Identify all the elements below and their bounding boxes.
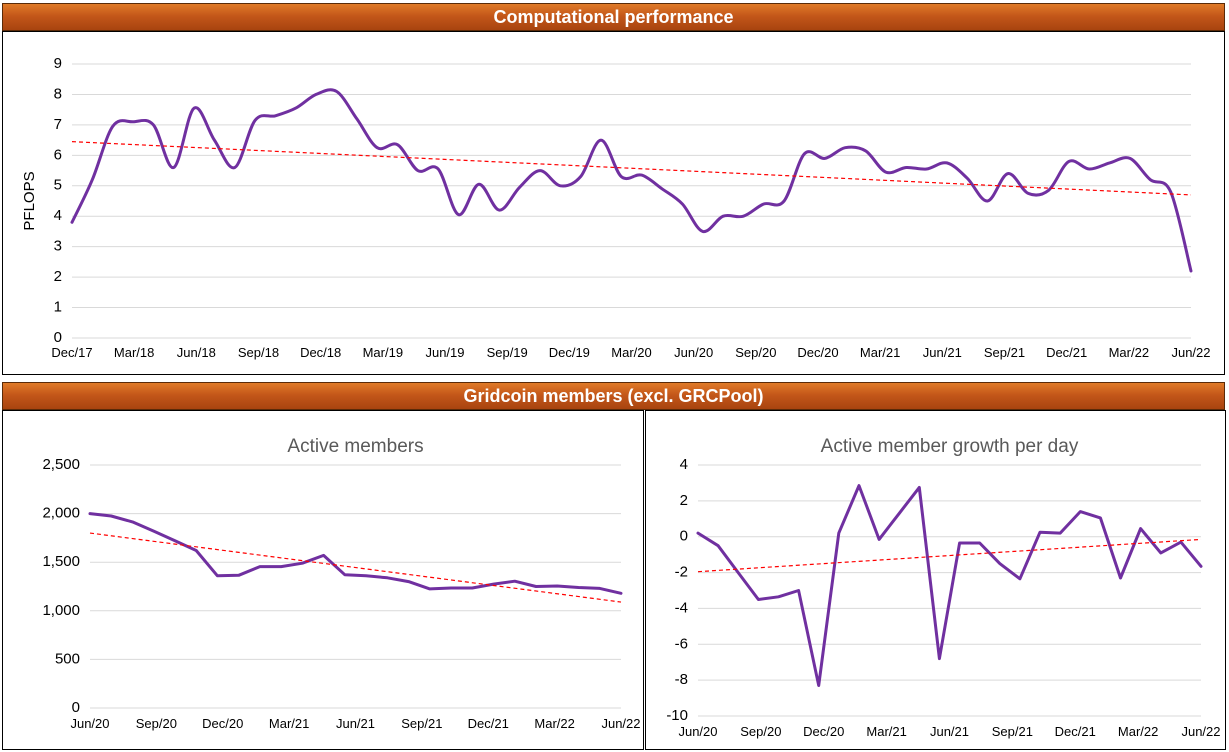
active-member-growth-y-tick-label: 2 (680, 492, 688, 509)
computational-performance-chart: PFLOPS 0 1 2 3 4 5 6 7 8 9 Dec/17 Mar/18 Jun/18 Sep/18… (21, 55, 1211, 360)
computational-performance-y-tick-label: 7 (54, 116, 62, 133)
computational-performance-x-tick-label: Dec/20 (797, 345, 838, 360)
computational-performance-series-line (70, 88, 1193, 273)
computational-performance-x-tick-label: Mar/20 (611, 345, 651, 360)
computational-performance-x-tick-label: Jun/21 (923, 345, 962, 360)
computational-performance-y-tick-label: 9 (54, 55, 62, 72)
computational-performance-x-tick-label: Dec/19 (549, 345, 590, 360)
computational-performance-y-tick-label: 6 (54, 146, 62, 163)
active-members-y-tick-label: 1,000 (42, 602, 80, 619)
active-members-x-tick-label: Jun/21 (336, 716, 375, 731)
active-member-growth-series-line (696, 484, 1203, 687)
computational-performance-x-tick-label: Jun/19 (425, 345, 464, 360)
computational-performance-x-tick-label: Jun/20 (674, 345, 713, 360)
computational-performance-y-tick-label: 3 (54, 238, 62, 255)
computational-performance-y-tick-label: 8 (54, 85, 62, 102)
computational-performance-x-tick-label: Sep/20 (735, 345, 776, 360)
computational-performance-x-tick-label: Mar/21 (860, 345, 900, 360)
active-member-growth-x-tick-label: Sep/20 (740, 724, 781, 739)
active-member-growth-trendline (697, 538, 1202, 573)
active-member-growth-x-tick-label: Mar/22 (1118, 724, 1158, 739)
active-members-y-tick-label: 1,500 (42, 553, 80, 570)
active-members-x-tick-label: Jun/22 (601, 716, 640, 731)
active-members-trendline (89, 532, 622, 603)
active-members-x-tick-label: Sep/21 (401, 716, 442, 731)
active-members-series-line (88, 512, 623, 595)
active-members-y-tick-label: 0 (72, 699, 80, 716)
computational-performance-y-tick-label: 2 (54, 268, 62, 285)
active-member-growth-y-tick-label: -10 (666, 707, 688, 724)
computational-performance-x-tick-label: Sep/18 (238, 345, 279, 360)
active-member-growth-x-tick-label: Dec/20 (803, 724, 844, 739)
active-members-x-tick-label: Sep/20 (136, 716, 177, 731)
active-member-growth-x-tick-label: Jun/22 (1181, 724, 1220, 739)
computational-performance-x-tick-label: Mar/19 (363, 345, 403, 360)
computational-performance-x-tick-label: Sep/19 (487, 345, 528, 360)
computational-performance-x-tick-label: Dec/21 (1046, 345, 1087, 360)
active-member-growth-y-tick-label: 4 (680, 456, 688, 473)
computational-performance-banner: Computational performance (2, 3, 1225, 31)
active-member-growth-x-tick-label: Mar/21 (866, 724, 906, 739)
active-members-panel (2, 410, 644, 750)
active-members-x-tick-label: Mar/21 (269, 716, 309, 731)
computational-performance-x-tick-label: Dec/17 (51, 345, 92, 360)
active-member-growth-title: Active member growth per day (821, 436, 1079, 457)
active-members-x-tick-label: Jun/20 (70, 716, 109, 731)
computational-performance-panel (2, 31, 1225, 375)
computational-performance-x-tick-label: Sep/21 (984, 345, 1025, 360)
computational-performance-x-tick-label: Dec/18 (300, 345, 341, 360)
active-members-chart: Active members 0 500 1,000 1,500 2,000 2,500 Ju… (42, 436, 640, 731)
gridcoin-members-banner: Gridcoin members (excl. GRCPool) (2, 382, 1225, 410)
active-member-growth-y-tick-label: -2 (675, 564, 688, 581)
active-members-x-tick-label: Dec/21 (468, 716, 509, 731)
active-members-x-tick-label: Dec/20 (202, 716, 243, 731)
computational-performance-y-tick-label: 0 (54, 329, 62, 346)
active-members-x-tick-label: Mar/22 (534, 716, 574, 731)
active-member-growth-y-tick-label: -4 (675, 599, 688, 616)
computational-performance-y-tick-label: 4 (54, 207, 62, 224)
active-members-y-tick-label: 2,500 (42, 456, 80, 473)
active-member-growth-chart: Active member growth per day -10 -8 -6 -4 -2 0… (666, 436, 1220, 739)
computational-performance-x-tick-label: Mar/22 (1109, 345, 1149, 360)
active-members-title: Active members (287, 436, 423, 457)
active-member-growth-x-tick-label: Dec/21 (1055, 724, 1096, 739)
active-member-growth-panel (645, 410, 1226, 750)
active-member-growth-x-tick-label: Jun/20 (678, 724, 717, 739)
computational-performance-x-tick-label: Jun/22 (1171, 345, 1210, 360)
computational-performance-y-tick-label: 5 (54, 177, 62, 194)
computational-performance-y-tick-label: 1 (54, 299, 62, 316)
computational-performance-x-tick-label: Jun/18 (177, 345, 216, 360)
computational-performance-trendline (71, 141, 1192, 196)
active-member-growth-x-tick-label: Sep/21 (992, 724, 1033, 739)
active-members-y-tick-label: 2,000 (42, 505, 80, 522)
active-member-growth-y-tick-label: -8 (675, 671, 688, 688)
computational-performance-y-axis-label: PFLOPS (21, 171, 38, 230)
active-member-growth-y-tick-label: 0 (680, 528, 688, 545)
active-member-growth-y-tick-label: -6 (675, 635, 688, 652)
active-members-y-tick-label: 500 (55, 650, 80, 667)
active-member-growth-x-tick-label: Jun/21 (930, 724, 969, 739)
computational-performance-x-tick-label: Mar/18 (114, 345, 154, 360)
